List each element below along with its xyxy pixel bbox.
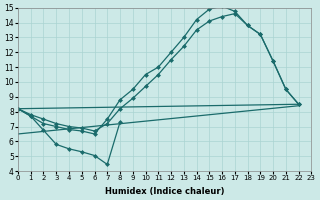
X-axis label: Humidex (Indice chaleur): Humidex (Indice chaleur) bbox=[105, 187, 224, 196]
